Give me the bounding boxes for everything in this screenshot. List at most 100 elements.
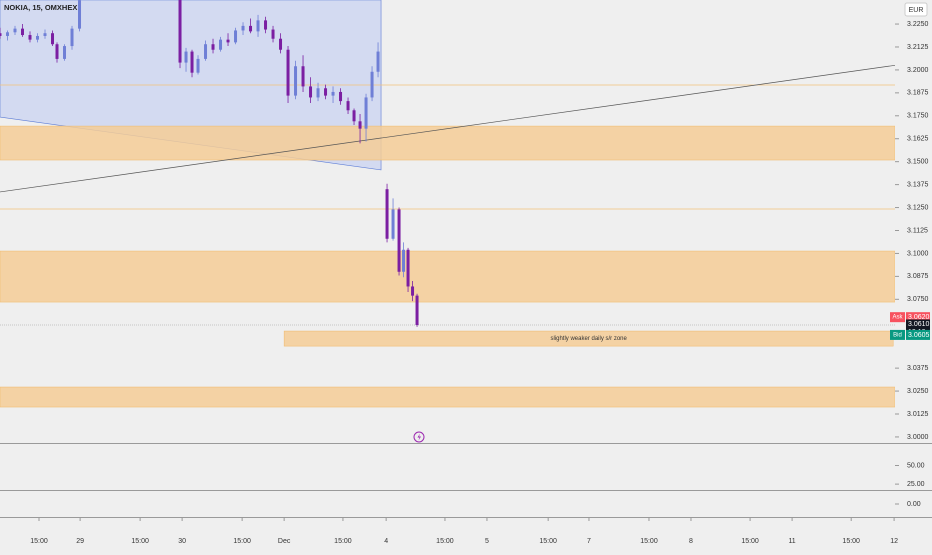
- candle-body: [196, 58, 200, 73]
- y-tick-label: 3.1250: [907, 204, 929, 211]
- x-tick-label: 8: [689, 538, 693, 545]
- candle-body: [339, 91, 343, 102]
- x-tick-label: 15:00: [539, 538, 557, 545]
- candle-body: [271, 29, 275, 39]
- sr-zone: [0, 386, 895, 408]
- currency-box[interactable]: [904, 2, 928, 17]
- candle-body: [256, 20, 260, 32]
- x-tick-label: Dec: [278, 538, 291, 545]
- x-tick-label: 12: [890, 538, 898, 545]
- y-tick-label: 3.1375: [907, 181, 929, 188]
- candle-body: [264, 20, 268, 30]
- candle-body: [391, 209, 395, 239]
- candle-body: [324, 88, 328, 96]
- candle-body: [6, 32, 10, 36]
- chart-title: NOKIA, 15, OMXHEX: [4, 3, 77, 12]
- event-icon[interactable]: [413, 431, 425, 443]
- y-tick-label: 3.2125: [907, 44, 929, 51]
- bid-name: Bid: [893, 332, 902, 338]
- candle-body: [352, 110, 356, 122]
- x-tick-label: 15:00: [131, 538, 149, 545]
- candle-body: [331, 91, 335, 96]
- x-tick-label: 15:00: [842, 538, 860, 545]
- zone-label: slightly weaker daily s/r zone: [550, 336, 627, 342]
- y-tick-label: 3.1500: [907, 159, 929, 166]
- candle-body: [346, 101, 350, 111]
- candle-body: [43, 33, 47, 36]
- candle-body: [385, 189, 389, 239]
- candle-body: [279, 38, 283, 50]
- y-tick-label: 3.1875: [907, 90, 929, 97]
- x-tick-label: 11: [788, 538, 795, 545]
- candle-body: [316, 88, 320, 98]
- candle-body: [55, 44, 59, 59]
- candle-body: [241, 25, 245, 31]
- x-tick-label: 15:00: [436, 538, 454, 545]
- candle-body: [0, 33, 2, 36]
- candle-body: [211, 44, 215, 50]
- y-tick-label: 3.0125: [907, 411, 929, 418]
- ask-name: Ask: [892, 315, 903, 321]
- candle-body: [402, 249, 406, 272]
- x-tick-label: 4: [384, 538, 388, 545]
- candle-body: [63, 46, 67, 59]
- candle-body: [249, 25, 253, 32]
- candle-body: [415, 295, 419, 326]
- candle-body: [370, 71, 374, 98]
- x-tick-label: 30: [178, 538, 186, 545]
- bid-label: 3.0605: [908, 332, 930, 339]
- candle-body: [364, 97, 368, 129]
- y-tick-label: 3.1750: [907, 113, 929, 120]
- candle-body: [70, 28, 74, 47]
- y-tick-label: 3.0875: [907, 273, 929, 280]
- candle-body: [13, 28, 17, 33]
- y-tick-label: 3.0000: [907, 434, 929, 441]
- y-tick-label: 3.2000: [907, 67, 929, 74]
- candle-body: [28, 35, 32, 40]
- sr-zone: [0, 125, 895, 161]
- candle-body: [301, 66, 305, 87]
- candle-body: [21, 28, 25, 36]
- candle-body: [36, 35, 40, 40]
- x-tick-label: 15:00: [233, 538, 251, 545]
- candle-body: [234, 30, 238, 43]
- x-tick-label: 29: [76, 538, 84, 545]
- candle-body: [204, 44, 208, 59]
- candle-body: [219, 39, 223, 50]
- pane-y-tick-label: 25.00: [907, 481, 925, 488]
- y-tick-label: 3.0250: [907, 388, 929, 395]
- candle-body: [376, 51, 380, 72]
- bid-name-box: [890, 329, 905, 340]
- candle-body: [406, 249, 410, 287]
- x-tick-label: 15:00: [30, 538, 48, 545]
- y-tick-label: 3.1125: [907, 227, 928, 234]
- candle-body: [286, 49, 290, 96]
- candle-body: [190, 51, 194, 73]
- candle-body: [411, 286, 415, 296]
- candle-body: [397, 209, 401, 272]
- x-tick-label: 7: [587, 538, 591, 545]
- pane-y-tick-label: 50.00: [907, 462, 925, 469]
- ask-box: [906, 312, 930, 323]
- candle-body: [51, 33, 55, 45]
- candle-body: [309, 86, 313, 98]
- bid-box: [906, 329, 930, 340]
- x-tick-label: 5: [485, 538, 489, 545]
- trend-line: [0, 64, 895, 193]
- y-tick-label: 3.2250: [907, 21, 929, 28]
- candle-body: [294, 66, 298, 96]
- x-tick-label: 15:00: [334, 538, 352, 545]
- ask-name-box: [890, 312, 905, 323]
- candle-body: [358, 121, 362, 129]
- sr-zone: [0, 250, 895, 303]
- candle-body: [178, 0, 182, 63]
- y-tick-label: 3.1625: [907, 136, 929, 143]
- last-label: 3.0610: [908, 321, 930, 328]
- candle-body: [184, 51, 188, 63]
- candle-body: [78, 0, 82, 29]
- ask-label: 3.0620: [908, 314, 930, 321]
- candle-body: [226, 39, 230, 43]
- y-tick-label: 3.1000: [907, 250, 929, 257]
